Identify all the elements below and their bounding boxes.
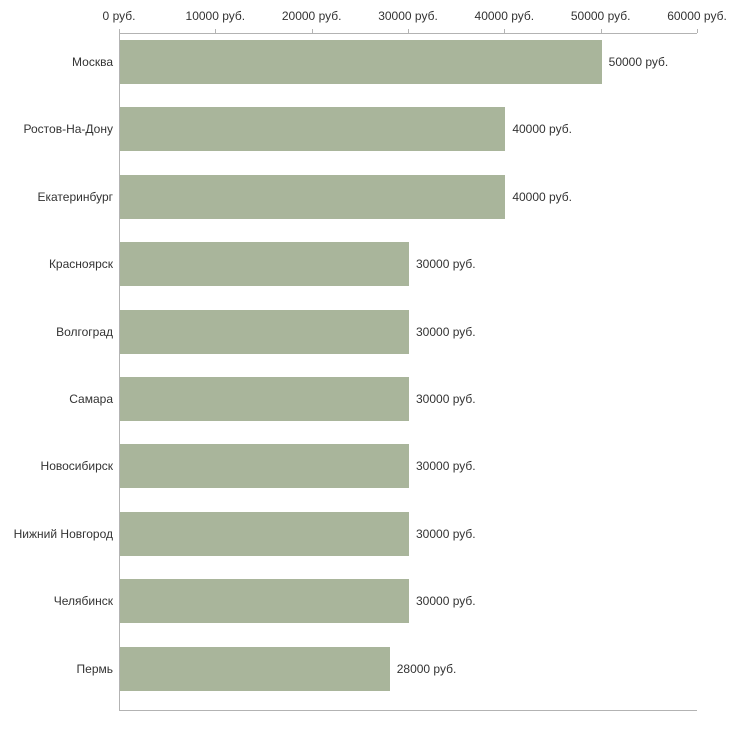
- x-axis-tick: [408, 29, 409, 33]
- value-label: 28000 руб.: [396, 661, 457, 676]
- x-axis-tick: [119, 29, 120, 33]
- x-axis-tick: [215, 29, 217, 33]
- bar: [120, 309, 409, 354]
- x-axis-tick: [600, 29, 602, 33]
- bar: [120, 174, 506, 219]
- value-label: 30000 руб.: [416, 594, 476, 609]
- x-axis-tick: [311, 29, 313, 33]
- bar: [120, 646, 390, 691]
- value-label: 40000 руб.: [512, 189, 572, 204]
- category-label: Нижний Новгород: [13, 526, 113, 541]
- x-axis-tick-label: 50000 руб.: [570, 9, 631, 23]
- x-axis-tick: [697, 29, 698, 33]
- value-label: 50000 руб.: [608, 55, 669, 69]
- bar: [120, 579, 409, 624]
- category-label: Москва: [72, 55, 113, 69]
- value-label: 30000 руб.: [416, 392, 476, 406]
- x-axis-tick-label: 0 руб.: [102, 9, 136, 23]
- x-axis-tick-label: 60000 руб.: [667, 9, 727, 23]
- bar: [120, 107, 506, 152]
- x-axis-tick-label: 20000 руб.: [281, 9, 342, 23]
- category-label: Волгоград: [56, 324, 113, 339]
- category-label: Самара: [69, 392, 113, 406]
- value-label: 30000 руб.: [416, 257, 476, 272]
- category-label: Пермь: [76, 661, 113, 676]
- x-axis-line: [119, 33, 697, 34]
- category-label: Челябинск: [53, 594, 113, 609]
- value-label: 30000 руб.: [416, 459, 476, 474]
- category-label: Новосибирск: [40, 459, 113, 474]
- category-label: Красноярск: [48, 257, 113, 272]
- x-axis-tick-label: 40000 руб.: [474, 9, 535, 23]
- value-label: 40000 руб.: [512, 122, 572, 137]
- value-label: 30000 руб.: [416, 324, 476, 339]
- category-label: Екатеринбург: [37, 189, 114, 204]
- x-axis-tick-label: 10000 руб.: [185, 9, 246, 23]
- bar: [120, 40, 602, 84]
- x-axis-tick: [504, 29, 506, 33]
- value-label: 30000 руб.: [416, 526, 476, 541]
- bar: [120, 444, 409, 489]
- bar: [120, 511, 409, 556]
- category-label: Ростов-На-Дону: [23, 122, 113, 137]
- x-axis-bottom-line: [119, 710, 697, 711]
- bar: [120, 242, 409, 287]
- x-axis-tick-label: 30000 руб.: [378, 9, 438, 23]
- y-axis-line: [119, 33, 120, 710]
- bar: [120, 377, 409, 421]
